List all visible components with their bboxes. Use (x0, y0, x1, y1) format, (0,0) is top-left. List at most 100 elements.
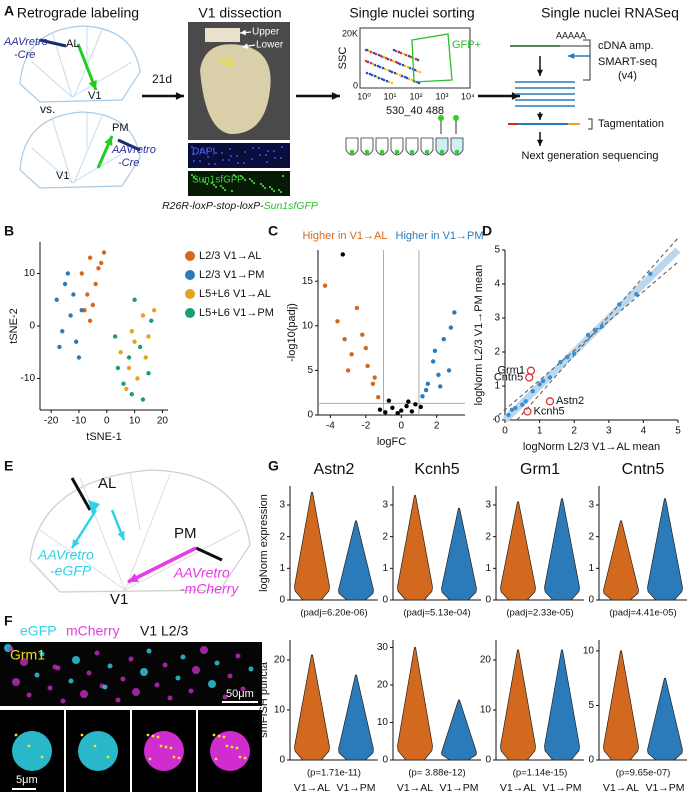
x-tick-label: 0 (398, 421, 404, 432)
x-tick-label: V1→PM (336, 782, 375, 794)
nucleus-dot (230, 155, 232, 157)
brain-outline (29, 469, 251, 593)
nucleus-dot (267, 150, 269, 152)
data-point (135, 376, 140, 381)
arrow-head (128, 573, 139, 582)
nucleus-dot (277, 188, 281, 192)
puncta (169, 746, 173, 750)
cell (60, 698, 66, 704)
y-tick-label: 0 (279, 595, 285, 606)
cell (200, 646, 208, 654)
arrow-head (536, 139, 544, 146)
panel-label: B (4, 223, 14, 239)
data-point (547, 375, 553, 380)
facs-event (392, 48, 396, 52)
y-tick-label: 20 (274, 655, 286, 666)
seq-step: Tagmentation (598, 118, 664, 130)
data-point (60, 329, 65, 334)
facs-event (386, 57, 390, 61)
facs-event (382, 78, 386, 82)
cell (248, 666, 254, 672)
arrow-head (536, 113, 544, 120)
data-point (438, 384, 443, 389)
facs-event (390, 81, 394, 85)
cell (8, 646, 14, 652)
puncta (164, 745, 168, 749)
p-value: (padj=6.20e-06) (300, 608, 367, 619)
nucleus-dot (201, 178, 205, 182)
facs-event (398, 62, 402, 66)
nucleus-dot (212, 183, 216, 187)
brain-areas (31, 27, 133, 98)
point-label: Kcnh5 (533, 405, 564, 417)
data-point (592, 327, 598, 333)
puncta (172, 755, 176, 759)
diagonal-bound (492, 261, 679, 421)
data-point (129, 329, 135, 334)
facs-event (387, 80, 391, 84)
y-tick-label: 3 (279, 500, 285, 511)
cell (26, 692, 32, 698)
y-axis-label: tSNE-2 (8, 308, 20, 343)
point-label: Grm1 (497, 365, 525, 377)
data-point (140, 397, 146, 402)
nucleus (394, 149, 400, 155)
nucleus-dot (279, 190, 283, 194)
data-point (96, 266, 101, 271)
bracket (583, 39, 593, 130)
y-tick-label: -10 (21, 373, 36, 384)
x-tick-label: V1→AL (500, 782, 536, 794)
facs-event (399, 51, 403, 55)
x-tick-label: V1→PM (542, 782, 581, 794)
nucleus-dot (234, 175, 238, 179)
area-label: V1 (56, 170, 69, 182)
x-axis-label: logNorm L2/3 V1→AL mean (523, 441, 660, 453)
facs-event (393, 71, 397, 75)
channel-label: V1 L2/3 (140, 623, 188, 639)
data-point (520, 402, 525, 407)
nucleus-dot (221, 152, 223, 154)
panel-title: Single nuclei sorting (349, 5, 474, 21)
virus-label: AAVretro (111, 144, 156, 156)
cell (55, 665, 61, 671)
nucleus-dot (207, 156, 209, 158)
data-point (112, 334, 118, 339)
tube (450, 137, 464, 156)
data-point (436, 372, 441, 378)
y-tick-label: 20 (377, 680, 389, 691)
facs-tick: 10³ (435, 91, 448, 101)
y-tick-label: 0 (307, 410, 313, 421)
violin (338, 674, 374, 761)
nucleus-dot (250, 179, 254, 183)
y-tick-label: 1 (485, 563, 491, 574)
photo-label: V1 (220, 56, 233, 68)
nucleus-dot (223, 188, 227, 192)
cell (68, 678, 74, 684)
tube (435, 137, 449, 156)
stain-label: DAPI (192, 147, 215, 158)
legend-swatch (185, 251, 195, 261)
caption: R26R-loxP-stop-loxP-Sun1sfGFP (162, 200, 318, 212)
data-point (129, 392, 135, 397)
nucleus-dot (281, 146, 283, 148)
facs-event (407, 54, 411, 58)
legend-label: Higher in V1→AL (303, 230, 388, 242)
tube (390, 137, 404, 156)
facs-event (369, 61, 373, 65)
y-tick-label: 0 (29, 321, 35, 332)
nucleus-dot (281, 174, 285, 178)
puncta (212, 733, 216, 737)
data-point (149, 318, 154, 323)
data-point (365, 363, 370, 369)
violin (338, 520, 374, 601)
data-point (545, 397, 555, 406)
cell (162, 662, 168, 668)
stain-label: Sun1sfGFP (192, 175, 244, 186)
virus-label: AAVretro (37, 547, 94, 563)
nucleus-dot (193, 160, 195, 162)
y-tick-label: 10 (377, 717, 389, 728)
y-tick-label: 0 (382, 595, 388, 606)
y-axis-label: -log10(padj) (286, 303, 298, 362)
slice-upper (205, 28, 240, 42)
cell (72, 656, 80, 664)
